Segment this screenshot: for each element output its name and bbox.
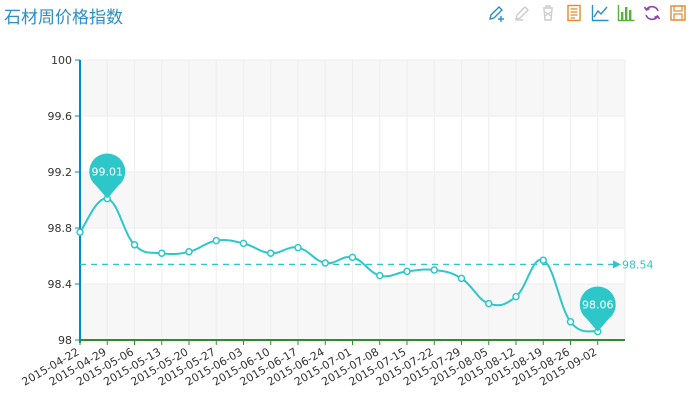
data-point[interactable] [539,256,547,264]
data-point[interactable] [348,253,357,262]
data-point[interactable] [512,292,520,301]
grid-lines [79,59,626,341]
chart-title: 石材周价格指数 [4,8,123,28]
y-axis: 98 98.4 98.8 99.2 99.6 100 [48,54,81,347]
zoom-pencil-icon[interactable] [486,3,506,23]
mark-points: 99.01 98.06 [89,153,616,332]
zoom-reset-icon[interactable] [512,3,532,23]
data-point[interactable] [321,259,329,267]
data-point[interactable] [485,299,493,308]
data-point[interactable] [239,239,248,248]
y-tick-label: 98.4 [48,278,73,291]
mark-label-min: 98.06 [582,299,614,312]
data-view-icon[interactable] [564,3,584,23]
y-tick-label: 98.8 [48,222,73,235]
refresh-icon[interactable] [642,3,662,23]
data-point[interactable] [212,236,220,245]
data-point[interactable] [130,241,139,249]
average-arrow [613,260,621,269]
y-tick-label: 100 [51,54,72,67]
mark-label-max: 99.01 [92,166,124,179]
average-mark-line: 98.54 [80,258,654,271]
toolbox [486,3,688,25]
mark-pin-min[interactable] [579,286,616,332]
line-chart-icon[interactable] [590,3,610,23]
data-point[interactable] [185,248,193,256]
save-icon[interactable] [668,3,688,23]
average-label: 98.54 [622,258,654,271]
y-tick-label: 99.2 [48,166,73,179]
trash-icon[interactable] [538,3,558,23]
data-point[interactable] [457,274,466,283]
data-point[interactable] [403,267,411,276]
data-point[interactable] [158,249,166,257]
data-point[interactable] [566,318,575,326]
data-point[interactable] [76,228,84,236]
mark-pin-max[interactable] [89,153,126,199]
data-point[interactable] [430,266,438,274]
x-axis: 2015-04-222015-04-292015-05-062015-05-13… [20,339,625,389]
y-tick-label: 98 [58,334,72,347]
bar-chart-icon[interactable] [616,3,636,23]
data-point[interactable] [294,243,302,252]
data-point[interactable] [376,271,384,280]
y-tick-label: 99.6 [48,110,73,123]
data-point[interactable] [267,249,275,257]
